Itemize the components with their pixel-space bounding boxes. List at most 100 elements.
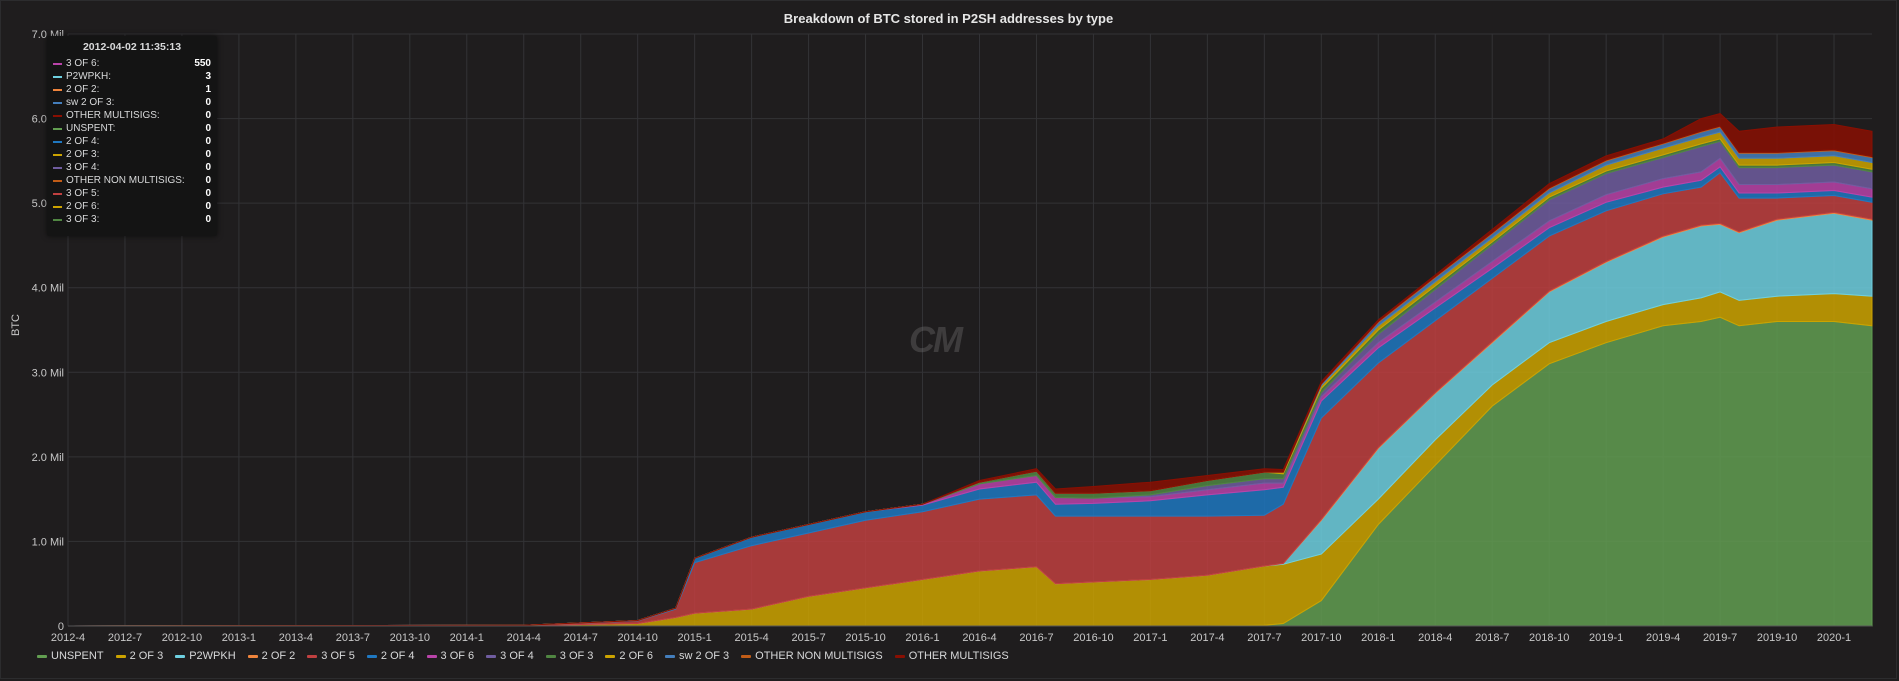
- tooltip-series-value: 0: [205, 110, 211, 121]
- legend-label: 3 OF 3: [559, 650, 594, 662]
- x-tick-label: 2017-4: [1190, 632, 1224, 644]
- x-tick-label: 2018-1: [1361, 632, 1395, 644]
- x-tick-label: 2013-10: [390, 632, 430, 644]
- legend: UNSPENT 2 OF 3 P2WPKH 2 OF 2 3 OF 5 2 OF 4 3 O…: [37, 650, 1009, 662]
- x-tick-label: 2012-10: [162, 632, 202, 644]
- x-tick-label: 2015-1: [678, 632, 712, 644]
- x-tick-label: 2018-4: [1418, 632, 1452, 644]
- tooltip-swatch: [53, 140, 62, 143]
- tooltip-row: 2 OF 2: 1: [53, 83, 211, 96]
- tooltip-series-value: 0: [205, 188, 211, 199]
- legend-item[interactable]: OTHER NON MULTISIGS: [741, 650, 883, 662]
- tooltip-series-name: OTHER NON MULTISIGS:: [66, 175, 185, 186]
- legend-swatch: [605, 654, 616, 658]
- legend-item[interactable]: 2 OF 3: [115, 650, 164, 662]
- tooltip-series-name: 2 OF 4:: [66, 136, 100, 147]
- legend-label: UNSPENT: [51, 650, 104, 662]
- tooltip-row: 2 OF 4: 0: [53, 135, 211, 148]
- x-tick-label: 2018-7: [1475, 632, 1509, 644]
- legend-swatch: [486, 654, 497, 658]
- x-tick-label: 2013-1: [222, 632, 256, 644]
- legend-label: sw 2 OF 3: [679, 650, 730, 662]
- x-tick-label: 2014-4: [507, 632, 541, 644]
- legend-item[interactable]: 3 OF 6: [426, 650, 475, 662]
- tooltip-series-value: 0: [205, 149, 211, 160]
- x-tick-label: 2018-10: [1529, 632, 1569, 644]
- x-tick-label: 2016-10: [1073, 632, 1113, 644]
- tooltip-series-name: 2 OF 2:: [66, 84, 100, 95]
- tooltip-swatch: [53, 114, 62, 117]
- x-tick-label: 2020-1: [1817, 632, 1851, 644]
- tooltip-swatch: [53, 62, 62, 65]
- x-tick-label: 2019-10: [1757, 632, 1797, 644]
- legend-swatch: [175, 654, 186, 658]
- y-tick-label: 1.0 Mil: [32, 536, 64, 548]
- legend-swatch: [894, 654, 905, 658]
- tooltip-series-name: 3 OF 3:: [66, 214, 100, 225]
- tooltip-row: UNSPENT: 0: [53, 122, 211, 135]
- tooltip-swatch: [53, 192, 62, 195]
- legend-item[interactable]: 3 OF 4: [486, 650, 534, 662]
- x-tick-label: 2019-4: [1646, 632, 1680, 644]
- legend-item[interactable]: sw 2 OF 3: [665, 650, 729, 662]
- tooltip-series-value: 550: [194, 58, 211, 69]
- tooltip-swatch: [53, 127, 62, 130]
- x-tick-label: 2015-10: [845, 632, 885, 644]
- logo-watermark-icon: CM: [909, 319, 963, 360]
- x-tick-label: 2017-1: [1133, 632, 1167, 644]
- tooltip-row: 2 OF 6: 0: [53, 200, 211, 213]
- legend-item[interactable]: P2WPKH: [175, 650, 236, 662]
- tooltip-row: 3 OF 6: 550: [53, 57, 211, 70]
- x-tick-label: 2016-7: [1019, 632, 1053, 644]
- tooltip-series-value: 0: [205, 136, 211, 147]
- x-tick-label: 2019-1: [1589, 632, 1623, 644]
- legend-item[interactable]: 3 OF 5: [307, 650, 355, 662]
- tooltip-series-value: 1: [205, 84, 211, 95]
- y-tick-label: 2.0 Mil: [32, 452, 64, 464]
- legend-swatch: [247, 654, 258, 658]
- x-tick-label: 2015-4: [734, 632, 768, 644]
- tooltip-swatch: [53, 205, 62, 208]
- tooltip-swatch: [53, 179, 62, 182]
- legend-label: P2WPKH: [189, 650, 236, 662]
- tooltip-series-value: 0: [205, 162, 211, 173]
- x-tick-label: 2013-4: [279, 632, 313, 644]
- tooltip-series-name: 3 OF 5:: [66, 188, 100, 199]
- tooltip-series-name: 2 OF 3:: [66, 149, 100, 160]
- y-tick-label: 3.0 Mil: [32, 367, 64, 379]
- legend-label: 3 OF 4: [500, 650, 534, 662]
- tooltip-timestamp: 2012-04-02 11:35:13: [82, 41, 182, 53]
- tooltip-series-value: 0: [205, 123, 211, 134]
- tooltip-series-name: 3 OF 4:: [66, 162, 100, 173]
- legend-item[interactable]: 2 OF 2: [247, 650, 295, 662]
- y-tick-label: 0: [58, 621, 64, 633]
- legend-item[interactable]: UNSPENT: [37, 650, 104, 662]
- tooltip-row: 3 OF 4: 0: [53, 161, 211, 174]
- tooltip-swatch: [53, 153, 62, 156]
- legend-item[interactable]: 3 OF 3: [545, 650, 594, 662]
- tooltip-row: OTHER NON MULTISIGS: 0: [53, 174, 211, 187]
- legend-label: 3 OF 6: [440, 650, 475, 662]
- legend-swatch: [366, 654, 377, 658]
- x-tick-label: 2014-7: [564, 632, 598, 644]
- legend-label: 2 OF 3: [129, 650, 164, 662]
- tooltip-row: 2 OF 3: 0: [53, 148, 211, 161]
- legend-label: 3 OF 5: [321, 650, 355, 662]
- legend-item[interactable]: 2 OF 6: [605, 650, 653, 662]
- x-tick-label: 2012-4: [51, 632, 85, 644]
- tooltip-series-name: OTHER MULTISIGS:: [66, 110, 160, 121]
- legend-item[interactable]: OTHER MULTISIGS: [894, 650, 1009, 662]
- x-tick-label: 2017-10: [1301, 632, 1341, 644]
- tooltip-row: OTHER MULTISIGS: 0: [53, 109, 211, 122]
- tooltip-row: 3 OF 5: 0: [53, 187, 211, 200]
- y-tick-label: 4.0 Mil: [32, 283, 64, 295]
- legend-swatch: [307, 654, 318, 658]
- legend-label: OTHER MULTISIGS: [908, 650, 1009, 662]
- legend-item[interactable]: 2 OF 4: [366, 650, 415, 662]
- tooltip-series-value: 3: [205, 71, 211, 82]
- tooltip-swatch: [53, 101, 62, 104]
- tooltip-swatch: [53, 88, 62, 91]
- hover-tooltip: 2012-04-02 11:35:13 3 OF 6: 550 P2WPKH: 3 2 …: [47, 36, 217, 236]
